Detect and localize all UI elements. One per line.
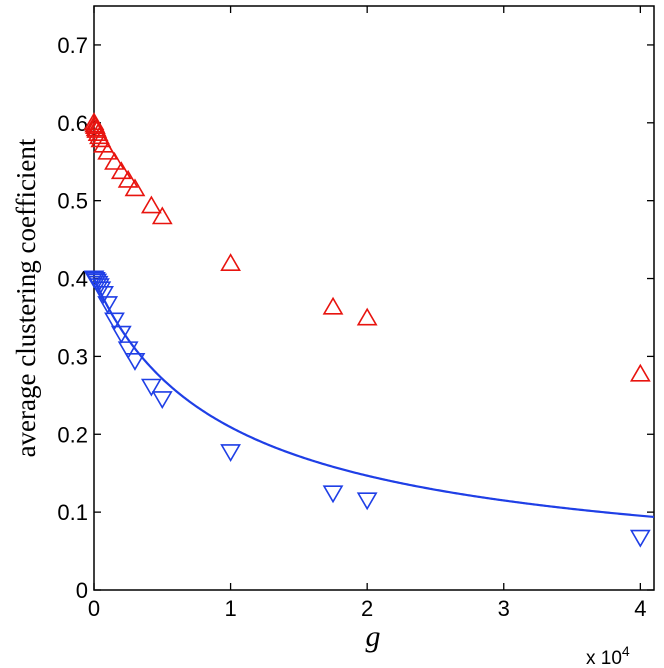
x-tick-label: 0 — [88, 596, 100, 621]
red-triangle-up-point — [220, 253, 241, 272]
red-triangle-up-point — [104, 151, 125, 170]
x-axis-ticks: 0 1 2 3 4 — [88, 6, 646, 621]
blue-triangle-down-point — [124, 353, 146, 371]
fit-curve-group — [92, 278, 655, 519]
y-tick-label: 0.2 — [57, 422, 88, 447]
red-triangle-up-point — [322, 296, 344, 315]
y-tick-label: 0.5 — [57, 189, 88, 214]
x-tick-label: 2 — [361, 596, 373, 621]
blue-triangle-down-point — [104, 312, 125, 331]
blue-triangle-down-point — [322, 485, 344, 504]
blue-triangle-down-point — [110, 325, 132, 344]
blue-triangle-down-point — [97, 296, 119, 315]
y-tick-label: 0.1 — [57, 500, 88, 525]
y-tick-label: 0.6 — [57, 111, 88, 136]
y-axis-label: average clustering coefficient — [11, 138, 41, 457]
red-triangle-up-point — [117, 169, 139, 188]
x-tick-label: 4 — [634, 596, 646, 621]
red-triangle-up-point — [356, 307, 378, 326]
y-tick-label: 0.7 — [57, 33, 88, 58]
blue-triangle-down-point — [93, 286, 114, 304]
x-axis-multiplier: x 104 — [586, 643, 630, 668]
red-triangle-up-point — [124, 178, 146, 197]
red-triangle-up-point — [140, 195, 162, 214]
red-triangle-up-point — [97, 141, 119, 160]
blue-triangle-down-point — [151, 391, 173, 410]
x-axis-multiplier-exponent: 4 — [622, 643, 630, 659]
blue-triangle-down-point — [356, 492, 378, 511]
blue-triangle-down-point — [629, 529, 651, 548]
plot-frame — [93, 5, 655, 591]
x-axis-multiplier-base: x 10 — [586, 648, 622, 668]
y-tick-label: 0 — [76, 578, 88, 603]
data-points — [83, 112, 651, 548]
red-triangle-up-point — [629, 363, 651, 382]
red-triangle-up-point — [151, 206, 173, 225]
x-tick-label: 1 — [224, 596, 236, 621]
blue-triangle-down-point — [220, 444, 241, 462]
blue-triangle-down-point — [117, 341, 139, 360]
y-axis-ticks: 0 0.1 0.2 0.3 0.4 0.5 0.6 0.7 — [57, 33, 654, 603]
y-tick-label: 0.4 — [57, 267, 88, 292]
red-triangle-up-point — [110, 161, 132, 180]
y-tick-label: 0.3 — [57, 344, 88, 369]
fit-curve — [92, 278, 655, 519]
x-axis-label: g — [366, 620, 381, 653]
blue-triangle-down-point — [140, 378, 162, 397]
x-tick-label: 3 — [498, 596, 510, 621]
